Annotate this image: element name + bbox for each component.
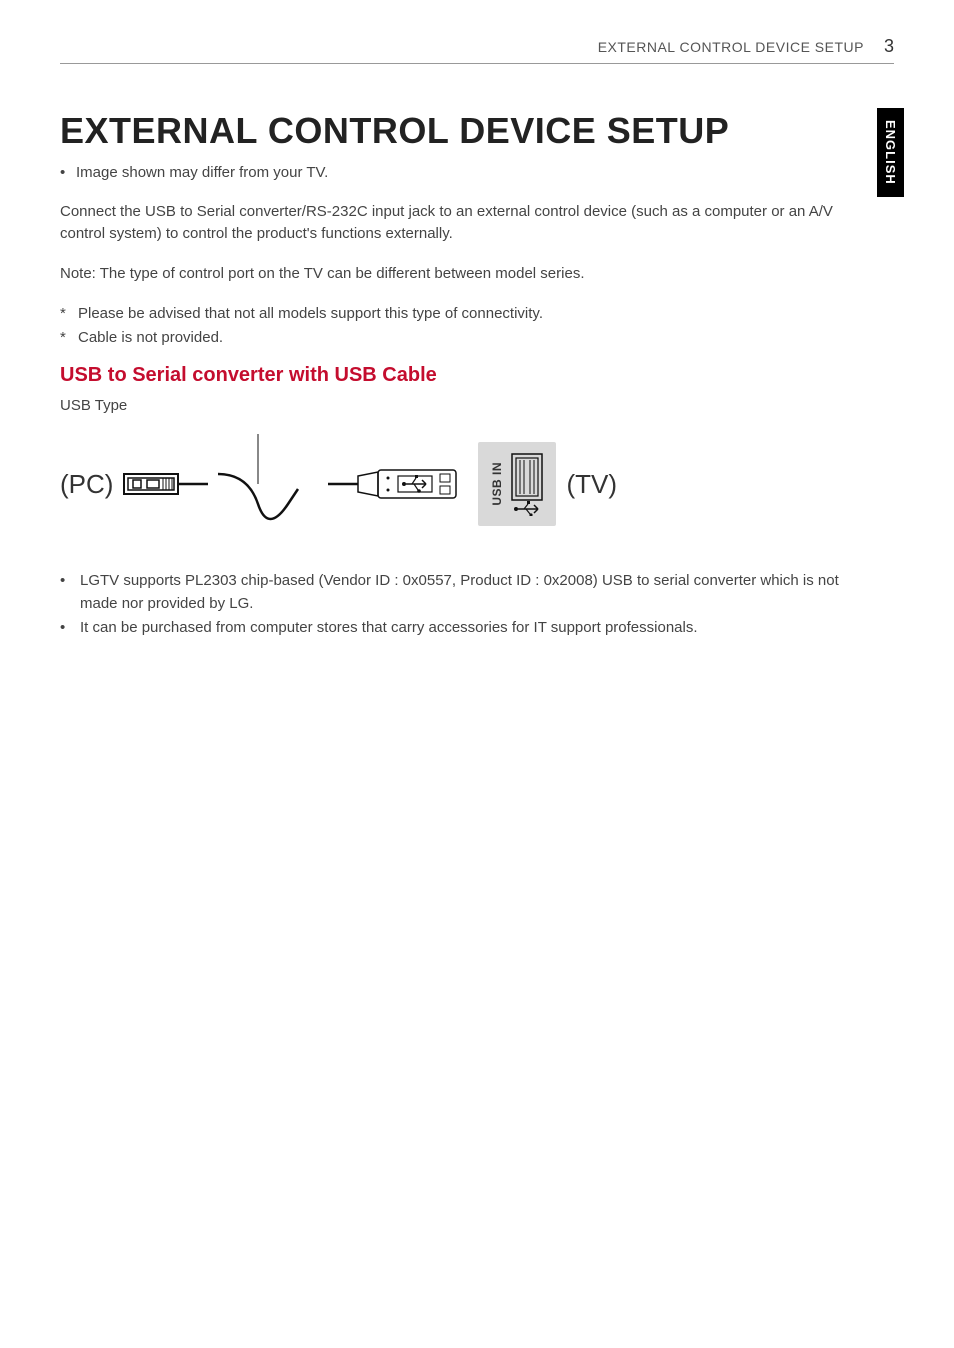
star-item-text: Please be advised that not all models su… <box>78 302 543 326</box>
star-item: * Please be advised that not all models … <box>60 302 864 326</box>
list-item-text: It can be purchased from computer stores… <box>80 617 698 640</box>
diagram-label-tv: (TV) <box>566 469 617 500</box>
usb-a-connector-icon <box>123 464 208 504</box>
star-list: * Please be advised that not all models … <box>60 302 864 350</box>
paragraph-note: Note: The type of control port on the TV… <box>60 263 864 285</box>
tv-usb-port-box: USB IN <box>478 442 556 526</box>
language-tab: ENGLISH <box>877 108 904 197</box>
usb-port-icon <box>510 452 544 516</box>
star-item: * Cable is not provided. <box>60 326 864 350</box>
usb-in-label: USB IN <box>490 462 504 506</box>
page-header: EXTERNAL CONTROL DEVICE SETUP 3 <box>60 36 894 64</box>
star-item-text: Cable is not provided. <box>78 326 223 350</box>
connection-diagram: (PC) <box>60 434 864 534</box>
bullet-icon: • <box>60 570 80 615</box>
asterisk-icon: * <box>60 326 78 350</box>
diagram-label-pc: (PC) <box>60 469 113 500</box>
list-item: • It can be purchased from computer stor… <box>60 617 864 640</box>
page-number: 3 <box>884 36 894 57</box>
sublabel-usb-type: USB Type <box>60 397 864 414</box>
cable-curve-icon <box>218 434 318 534</box>
header-title: EXTERNAL CONTROL DEVICE SETUP <box>598 39 864 55</box>
bottom-bullet-list: • LGTV supports PL2303 chip-based (Vendo… <box>60 570 864 640</box>
asterisk-icon: * <box>60 302 78 326</box>
list-item-text: LGTV supports PL2303 chip-based (Vendor … <box>80 570 864 615</box>
serial-connector-icon <box>328 464 468 504</box>
list-item: • LGTV supports PL2303 chip-based (Vendo… <box>60 570 864 615</box>
subheading-usb: USB to Serial converter with USB Cable <box>60 364 864 387</box>
intro-note: Image shown may differ from your TV. <box>60 164 864 181</box>
page-title: EXTERNAL CONTROL DEVICE SETUP <box>60 110 864 152</box>
bullet-icon: • <box>60 617 80 640</box>
page-content: EXTERNAL CONTROL DEVICE SETUP Image show… <box>60 110 864 642</box>
paragraph-connect: Connect the USB to Serial converter/RS-2… <box>60 201 864 245</box>
